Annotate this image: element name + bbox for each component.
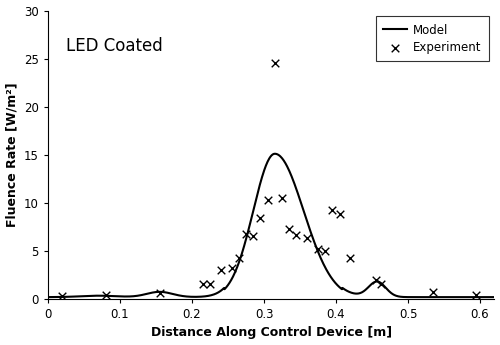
Experiment [242, 232, 250, 237]
Line: Model: Model [48, 154, 494, 297]
Experiment [264, 197, 272, 203]
Experiment [156, 290, 164, 296]
Y-axis label: Fluence Rate [W/m²]: Fluence Rate [W/m²] [6, 82, 18, 227]
Experiment [336, 211, 344, 217]
Model [272, 152, 278, 156]
Model [72, 294, 78, 298]
Model [45, 295, 51, 299]
Experiment [235, 256, 243, 261]
Experiment [199, 281, 207, 287]
Experiment [228, 265, 235, 271]
Model [430, 295, 436, 299]
Model [492, 295, 498, 299]
Experiment [429, 289, 437, 295]
Experiment [285, 226, 293, 231]
Model [316, 253, 322, 257]
Model [330, 278, 336, 282]
Text: LED Coated: LED Coated [66, 37, 162, 55]
Experiment [58, 294, 66, 299]
Experiment [372, 277, 380, 283]
Experiment [292, 233, 300, 238]
Experiment [102, 293, 110, 298]
Experiment [217, 267, 225, 273]
Model [384, 287, 390, 292]
Experiment [256, 215, 264, 221]
X-axis label: Distance Along Control Device [m]: Distance Along Control Device [m] [150, 326, 392, 339]
Experiment [249, 234, 257, 239]
Experiment [278, 195, 286, 201]
Experiment [206, 282, 214, 287]
Experiment [346, 255, 354, 260]
Experiment [378, 282, 386, 287]
Legend: Model, Experiment: Model, Experiment [376, 17, 488, 61]
Model [305, 221, 311, 226]
Experiment [271, 61, 279, 66]
Experiment [321, 248, 329, 254]
Experiment [472, 292, 480, 298]
Experiment [328, 208, 336, 213]
Experiment [303, 236, 311, 241]
Experiment [314, 246, 322, 252]
